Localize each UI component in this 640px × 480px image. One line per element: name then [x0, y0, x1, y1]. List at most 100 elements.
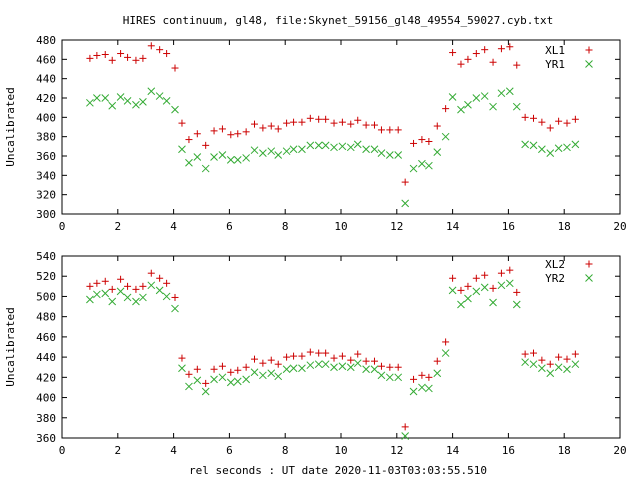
- data-point: [472, 50, 480, 58]
- data-point: [290, 118, 298, 126]
- data-point: [554, 363, 563, 372]
- data-point: [418, 159, 426, 168]
- x-tick-label: 4: [170, 220, 177, 233]
- data-point: [401, 178, 409, 186]
- data-point: [147, 42, 155, 50]
- data-point: [401, 199, 410, 208]
- data-point: [202, 379, 210, 387]
- chart-title: HIRES continuum, gl48, file:Skynet_59156…: [123, 14, 553, 27]
- data-point: [433, 369, 442, 378]
- data-point: [457, 60, 465, 68]
- legend-marker: [585, 260, 593, 268]
- data-point: [267, 356, 275, 364]
- y-tick-label: 420: [36, 92, 56, 105]
- data-point: [425, 138, 433, 145]
- data-point: [163, 50, 171, 58]
- data-point: [242, 154, 250, 162]
- data-point: [93, 290, 101, 299]
- data-point: [123, 97, 132, 105]
- data-point: [410, 139, 418, 147]
- data-point: [250, 368, 259, 377]
- data-point: [346, 143, 355, 152]
- data-point: [289, 364, 298, 373]
- data-point: [489, 58, 497, 66]
- data-point: [314, 360, 323, 369]
- data-point: [193, 130, 201, 138]
- data-point: [201, 387, 210, 396]
- data-point: [233, 156, 242, 164]
- data-point: [210, 365, 218, 373]
- y-axis-label: Uncalibrated: [4, 307, 17, 386]
- data-point: [314, 141, 323, 150]
- data-point: [156, 274, 164, 282]
- data-point: [354, 350, 362, 358]
- data-point: [156, 46, 164, 54]
- data-point: [93, 279, 101, 287]
- data-point: [218, 373, 227, 382]
- data-point: [267, 122, 275, 130]
- data-point: [171, 304, 179, 313]
- data-point: [124, 282, 132, 290]
- y-tick-label: 400: [36, 111, 56, 124]
- data-point: [571, 350, 579, 358]
- x-tick-label: 14: [446, 444, 460, 457]
- data-point: [370, 145, 379, 154]
- data-point: [448, 286, 457, 295]
- data-point: [347, 356, 355, 364]
- data-point: [185, 370, 193, 378]
- data-point: [362, 121, 370, 129]
- data-point: [108, 285, 116, 293]
- data-point: [370, 121, 378, 129]
- data-point: [338, 362, 347, 371]
- data-point: [185, 158, 193, 167]
- data-point: [401, 423, 409, 431]
- data-point: [274, 151, 283, 159]
- data-point: [555, 353, 563, 361]
- data-point: [370, 357, 378, 365]
- data-point: [538, 356, 546, 364]
- data-point: [306, 114, 314, 122]
- data-point: [123, 293, 132, 302]
- data-point: [529, 360, 538, 369]
- data-point: [117, 275, 125, 283]
- y-tick-label: 320: [36, 189, 56, 202]
- y-tick-label: 400: [36, 392, 56, 405]
- data-point: [513, 288, 521, 296]
- data-point: [546, 360, 554, 368]
- data-point: [171, 64, 179, 72]
- data-point: [546, 369, 555, 378]
- data-point: [377, 149, 386, 157]
- data-point: [497, 281, 506, 290]
- data-point: [338, 142, 347, 151]
- y-tick-label: 480: [36, 34, 56, 47]
- data-point: [464, 282, 472, 290]
- x-tick-label: 6: [226, 220, 233, 233]
- data-point: [298, 145, 306, 154]
- data-point: [347, 120, 355, 128]
- data-point: [306, 348, 314, 356]
- data-point: [290, 352, 298, 360]
- x-tick-label: 0: [59, 220, 66, 233]
- data-point: [457, 286, 465, 294]
- data-point: [571, 140, 580, 149]
- data-point: [425, 161, 433, 170]
- data-point: [457, 300, 465, 309]
- data-point: [322, 115, 330, 123]
- data-point: [338, 352, 346, 360]
- x-tick-label: 18: [558, 444, 571, 457]
- x-tick-label: 8: [282, 220, 289, 233]
- data-point: [554, 144, 563, 153]
- y-tick-label: 380: [36, 412, 56, 425]
- legend-marker: [585, 60, 593, 68]
- data-point: [480, 92, 489, 100]
- x-tick-label: 12: [390, 220, 403, 233]
- data-point: [178, 364, 186, 373]
- data-point: [210, 127, 218, 135]
- data-point: [116, 93, 125, 101]
- data-point: [282, 147, 291, 156]
- y-tick-label: 360: [36, 432, 56, 445]
- x-tick-label: 4: [170, 444, 177, 457]
- x-tick-label: 12: [390, 444, 403, 457]
- data-point: [386, 363, 394, 371]
- data-point: [298, 364, 306, 373]
